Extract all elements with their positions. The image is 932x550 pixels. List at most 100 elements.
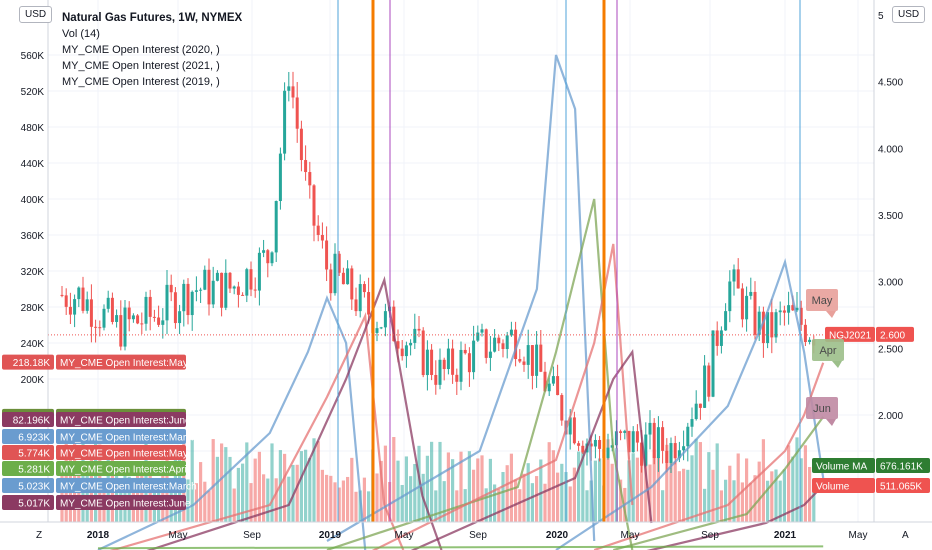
left-tick-label: 440K: [21, 159, 45, 170]
candle-body: [308, 172, 312, 186]
volume-bar: [551, 450, 555, 522]
right-tick-label: 2.500: [878, 344, 903, 355]
volume-bar: [295, 464, 299, 522]
candle-body: [375, 328, 379, 333]
candle-body: [140, 323, 144, 325]
volume-bar: [732, 480, 736, 522]
volume-bar: [598, 458, 602, 522]
candle-body: [98, 327, 102, 329]
candle-body: [379, 327, 383, 329]
candle-body: [430, 349, 434, 375]
candle-body: [581, 445, 585, 453]
volume-bar: [644, 451, 648, 522]
candle-body: [425, 349, 429, 376]
volume-bar: [211, 439, 215, 522]
candle-body: [136, 315, 140, 324]
candle-body: [787, 305, 791, 313]
candle-body: [774, 312, 778, 338]
volume-bar: [728, 465, 732, 522]
candle-body: [173, 292, 177, 324]
volume-bar: [362, 477, 366, 522]
indicator-oi-2019[interactable]: MY_CME Open Interest (2019, ): [62, 76, 220, 88]
auto-scale-button[interactable]: A: [902, 530, 909, 541]
volume-bar: [782, 469, 786, 522]
symbol-title[interactable]: Natural Gas Futures, 1W, NYMEX: [62, 12, 243, 24]
volume-bar: [690, 455, 694, 522]
contract-flag-box: [812, 339, 844, 361]
oi-line-june-2020: [410, 348, 653, 550]
volume-bar: [375, 473, 379, 522]
candle-body: [652, 422, 656, 459]
volume-bar: [686, 469, 690, 522]
zoom-button[interactable]: Z: [36, 530, 43, 541]
candle-body: [795, 307, 799, 311]
candle-body: [682, 446, 686, 451]
candle-body: [526, 345, 530, 365]
candle-body: [127, 307, 131, 320]
volume-bar: [472, 469, 476, 522]
volume-bar: [808, 466, 812, 522]
volume-bar: [493, 484, 497, 522]
candle-body: [316, 225, 320, 235]
volume-bar: [262, 474, 266, 522]
volume-bar: [232, 488, 236, 522]
volume-bar: [140, 467, 144, 522]
bottom-tick-label: May: [849, 530, 868, 541]
left-tick-label: 360K: [21, 231, 45, 242]
candle-body: [665, 450, 669, 463]
left-scale-name: MY_CME Open Interest:March: [60, 433, 197, 444]
candle-body: [501, 343, 505, 350]
volume-bar: [812, 490, 816, 522]
volume-bar: [606, 439, 610, 522]
candle-body: [631, 431, 635, 453]
candle-body: [799, 307, 803, 325]
candle-body: [434, 374, 438, 385]
oi-line-march-2021: [555, 257, 825, 550]
bottom-tick-label: Sep: [469, 530, 487, 541]
volume-bar: [778, 480, 782, 522]
volume-bar: [547, 442, 551, 522]
volume-bar: [572, 467, 576, 522]
right-scale-value: 511.065K: [880, 482, 922, 493]
left-scale-name: MY_CME Open Interest:June: [60, 499, 191, 510]
candle-body: [354, 299, 358, 312]
candle-body: [102, 308, 106, 328]
left-scale-value-box: [2, 445, 54, 460]
volume-bar: [770, 471, 774, 522]
candle-body: [77, 287, 81, 300]
volume-bar: [396, 460, 400, 522]
currency-button-left[interactable]: USD: [19, 6, 53, 23]
contract-flag-label: Jun: [813, 403, 831, 415]
candle-body: [94, 326, 98, 328]
indicator-oi-2021[interactable]: MY_CME Open Interest (2021, ): [62, 60, 220, 72]
right-scale-name: NGJ2021: [829, 330, 872, 341]
contract-flag-label: May: [812, 295, 833, 307]
candle-body: [719, 330, 723, 346]
oi-line-may-2020: [371, 243, 634, 550]
volume-bar: [774, 469, 778, 522]
volume-bar: [715, 443, 719, 522]
candle-body: [505, 335, 509, 350]
volume-bar: [186, 479, 190, 522]
oi-line-march-2020: [326, 54, 596, 542]
candle-body: [770, 312, 774, 338]
indicator-volume[interactable]: Vol (14): [62, 28, 100, 40]
indicator-oi-2020[interactable]: MY_CME Open Interest (2020, ): [62, 44, 220, 56]
candle-body: [236, 286, 240, 295]
currency-button-right[interactable]: USD: [892, 6, 926, 23]
candle-body: [396, 341, 400, 349]
candle-body: [161, 320, 165, 325]
candle-body: [803, 324, 807, 343]
candle-body: [791, 305, 795, 311]
candle-body: [736, 269, 740, 289]
candle-body: [220, 272, 224, 308]
volume-bar: [648, 464, 652, 522]
candle-body: [690, 419, 694, 427]
candle-body: [358, 284, 362, 312]
candle-body: [245, 269, 249, 296]
candle-body: [480, 329, 484, 333]
left-scale-label: 218.18K MY_CME Open Interest:May: [2, 354, 188, 370]
volume-bar: [581, 451, 585, 522]
volume-bar: [707, 452, 711, 522]
